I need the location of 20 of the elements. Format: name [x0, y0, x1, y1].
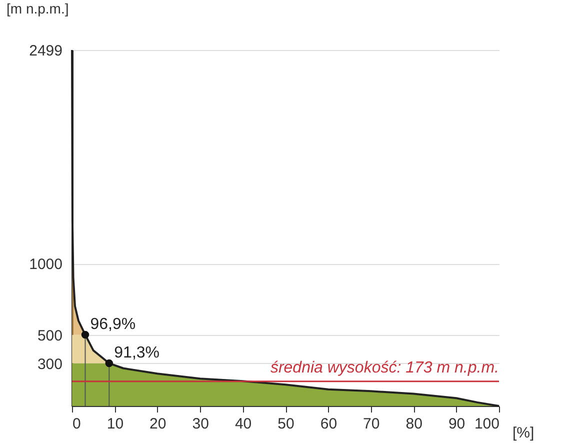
x-tick-label: 10	[106, 416, 124, 432]
x-tick-label: 60	[320, 416, 338, 432]
x-tick-label: 30	[192, 416, 209, 432]
x-tick-label: 100	[474, 416, 500, 432]
x-tick-label: 50	[278, 416, 294, 432]
y-axis-title: [m n.p.m.]	[6, 0, 69, 16]
x-tick-label: 20	[150, 416, 166, 432]
y-tick-label: 2499	[29, 42, 62, 60]
y-tick-label: 500	[37, 327, 62, 344]
x-tick-label: 80	[406, 416, 422, 432]
x-axis-title: [%]	[512, 424, 534, 442]
ref-line-label: średnia wysokość: 173 m n.p.m.	[270, 359, 499, 376]
x-tick-label: 40	[234, 416, 252, 432]
annotation: 96,9%	[90, 316, 136, 333]
x-tick-label: 90	[448, 416, 466, 432]
annotation: 91,3%	[114, 344, 160, 362]
x-tick-label: 0	[72, 416, 81, 432]
y-tick-label: 300	[37, 356, 62, 373]
y-tick-label: 1000	[29, 256, 62, 274]
x-tick-label: 70	[363, 416, 380, 432]
